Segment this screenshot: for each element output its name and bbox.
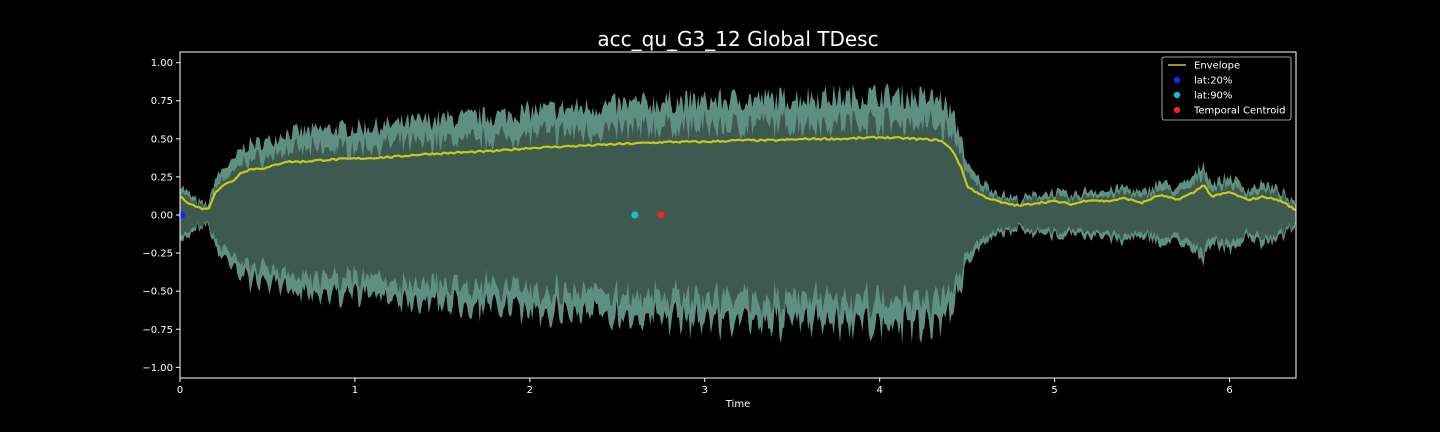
temporal-centroid-marker bbox=[657, 211, 665, 219]
y-tick-label: −0.75 bbox=[142, 325, 173, 336]
legend-label: Envelope bbox=[1194, 61, 1240, 72]
lat90-marker bbox=[631, 211, 639, 219]
x-tick-label: 5 bbox=[1051, 385, 1057, 396]
waveform-area bbox=[180, 83, 1296, 345]
x-axis-label: Time bbox=[725, 399, 750, 410]
y-tick-label: 1.00 bbox=[151, 58, 173, 69]
legend-lat20-marker-swatch bbox=[1173, 76, 1181, 84]
legend: Envelope lat:20% lat:90% Temporal Centroid bbox=[1161, 56, 1292, 121]
chart-title: acc_qu_G3_12 Global TDesc bbox=[597, 27, 878, 51]
y-tick-label: −0.50 bbox=[142, 287, 173, 298]
x-tick-label: 3 bbox=[702, 385, 708, 396]
y-tick-label: 0.75 bbox=[151, 96, 173, 107]
y-tick-label: −0.25 bbox=[142, 249, 173, 260]
legend-label: Temporal Centroid bbox=[1193, 106, 1286, 117]
envelope-line bbox=[179, 135, 1297, 211]
legend-box bbox=[1161, 56, 1292, 121]
x-tick-label: 1 bbox=[352, 385, 358, 396]
envelope-layer bbox=[179, 135, 1297, 211]
x-tick-label: 4 bbox=[876, 385, 882, 396]
y-tick-label: −1.00 bbox=[142, 363, 173, 374]
x-tick-label: 0 bbox=[177, 385, 183, 396]
y-axis: 1.00 0.75 0.50 0.25 0.00 −0.25 −0.50 −0.75 −1.00 bbox=[142, 58, 180, 374]
x-tick-label: 2 bbox=[527, 385, 533, 396]
legend-temporal-centroid-marker-swatch bbox=[1173, 106, 1181, 114]
y-tick-label: 0.25 bbox=[151, 172, 173, 183]
x-axis: 0 1 2 3 4 5 6 bbox=[177, 378, 1233, 396]
y-tick-label: 0.00 bbox=[151, 211, 173, 222]
x-tick-label: 6 bbox=[1226, 385, 1232, 396]
waveform-body bbox=[180, 107, 1296, 321]
legend-lat90-marker-swatch bbox=[1173, 91, 1181, 99]
y-tick-label: 0.50 bbox=[151, 134, 173, 145]
legend-label: lat:20% bbox=[1194, 76, 1232, 87]
legend-label: lat:90% bbox=[1194, 91, 1232, 102]
